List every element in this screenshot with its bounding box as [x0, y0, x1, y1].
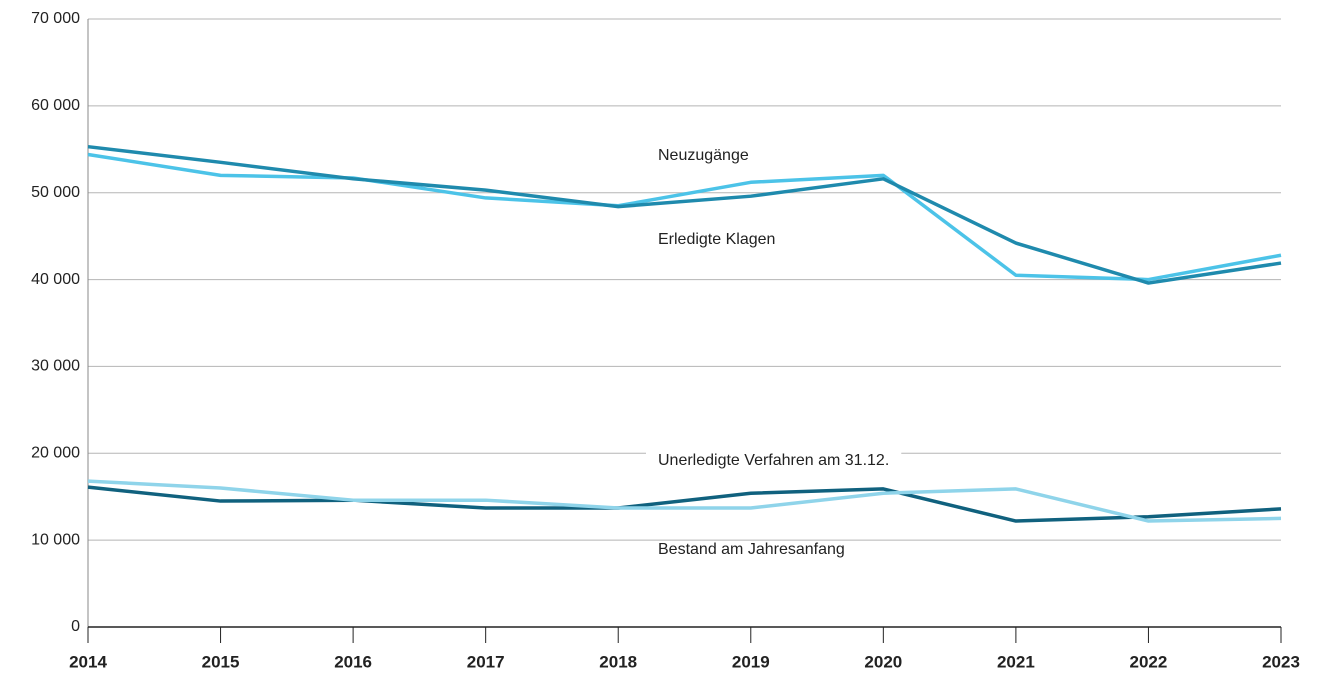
y-tick-label: 40 000: [31, 271, 80, 288]
series-label: Neuzugänge: [658, 147, 749, 164]
x-tick-label: 2020: [864, 652, 902, 671]
x-tick-label: 2016: [334, 652, 372, 671]
y-tick-label: 50 000: [31, 184, 80, 201]
label-background: [646, 450, 902, 472]
series-line: [87, 144, 1282, 285]
y-tick-label: 20 000: [31, 445, 80, 462]
series-line: [87, 479, 1282, 523]
x-tick-label: 2023: [1262, 652, 1300, 671]
x-tick-label: 2014: [69, 652, 107, 671]
x-tick-label: 2019: [732, 652, 770, 671]
x-tick-label: 2015: [202, 652, 240, 671]
series-label: Bestand am Jahresanfang: [658, 541, 845, 558]
series-line: [87, 485, 1282, 523]
y-tick-label: 70 000: [31, 10, 80, 27]
x-tick-label: 2018: [599, 652, 637, 671]
y-tick-label: 0: [71, 618, 80, 635]
series-label: Erledigte Klagen: [658, 231, 775, 248]
x-tick-label: 2021: [997, 652, 1035, 671]
y-tick-label: 10 000: [31, 531, 80, 548]
y-tick-label: 30 000: [31, 358, 80, 375]
series-label: Unerledigte Verfahren am 31.12.: [658, 452, 889, 469]
x-tick-label: 2017: [467, 652, 505, 671]
series-line: [87, 152, 1282, 282]
y-tick-label: 60 000: [31, 97, 80, 114]
x-tick-label: 2022: [1130, 652, 1168, 671]
